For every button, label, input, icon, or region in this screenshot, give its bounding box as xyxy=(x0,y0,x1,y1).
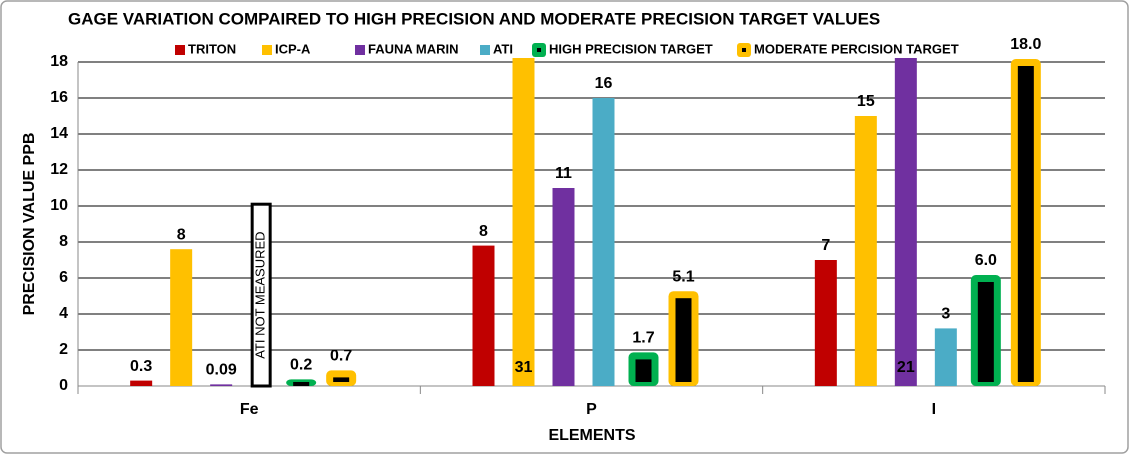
data-label: 11 xyxy=(555,165,572,182)
legend-marker xyxy=(480,45,490,55)
data-label: 8 xyxy=(479,223,488,240)
y-tick-label: 0 xyxy=(59,377,68,394)
y-tick-label: 14 xyxy=(50,125,68,142)
x-tick-label: I xyxy=(932,401,936,418)
bar xyxy=(934,328,957,386)
bar xyxy=(552,188,575,386)
bar xyxy=(472,245,495,386)
chart-title: GAGE VARIATION COMPAIRED TO HIGH PRECISI… xyxy=(68,9,880,28)
legend-marker-inner xyxy=(742,48,746,52)
data-label: 18.0 xyxy=(1010,36,1041,53)
data-label: 0.3 xyxy=(130,358,152,375)
bar xyxy=(210,384,233,386)
bar xyxy=(814,260,837,386)
data-label: 0.2 xyxy=(290,357,312,374)
data-label: 31 xyxy=(515,359,533,376)
data-label: 5.1 xyxy=(672,268,694,285)
legend-label: FAUNA MARIN xyxy=(368,41,459,56)
legend-label: ATI xyxy=(493,41,513,56)
bar xyxy=(130,380,153,386)
legend-marker xyxy=(262,45,272,55)
legend-marker xyxy=(355,45,365,55)
data-label: 3 xyxy=(941,306,950,323)
target-bar-inner xyxy=(1017,66,1034,382)
y-tick-label: 4 xyxy=(59,305,68,322)
bar xyxy=(854,116,877,386)
data-label: 0.7 xyxy=(330,348,352,365)
x-axis-label: ELEMENTS xyxy=(548,427,635,444)
y-tick-label: 16 xyxy=(50,89,68,106)
annotation: ATI NOT MEASURED xyxy=(253,231,268,358)
data-label: 15 xyxy=(857,93,875,110)
data-label: 16 xyxy=(595,75,613,92)
legend-label: ICP-A xyxy=(275,41,311,56)
bar xyxy=(894,58,917,386)
target-bar-inner xyxy=(635,359,652,382)
bars xyxy=(130,58,1041,386)
target-bar-inner xyxy=(333,377,350,382)
y-tick-label: 12 xyxy=(50,161,68,178)
bar xyxy=(512,58,535,386)
data-label: 21 xyxy=(897,359,915,376)
annotation-box xyxy=(250,202,272,388)
legend-label: MODERATE PERCISION TARGET xyxy=(754,41,959,56)
target-bar-inner xyxy=(675,298,692,382)
legend-label: HIGH PRECISION TARGET xyxy=(549,41,713,56)
data-label: 1.7 xyxy=(632,330,654,347)
legend-marker xyxy=(175,45,185,55)
data-label: 8 xyxy=(177,226,186,243)
y-tick-label: 10 xyxy=(50,197,68,214)
legend-marker-inner xyxy=(537,48,541,52)
target-bar-inner xyxy=(977,282,994,382)
y-axis-label: PRECISION VALUE PPB xyxy=(21,133,38,316)
bar xyxy=(592,98,615,386)
target-bar-inner xyxy=(293,382,310,386)
x-tick-label: Fe xyxy=(240,401,259,418)
data-label: 6.0 xyxy=(975,252,997,269)
legend-label: TRITON xyxy=(188,41,236,56)
bar xyxy=(170,249,193,386)
data-label: 0.09 xyxy=(206,362,237,379)
data-label: 7 xyxy=(821,237,830,254)
y-tick-label: 6 xyxy=(59,269,68,286)
y-tick-label: 2 xyxy=(59,341,68,358)
x-tick-label: P xyxy=(586,401,597,418)
y-tick-label: 18 xyxy=(50,53,68,70)
y-tick-label: 8 xyxy=(59,233,68,250)
